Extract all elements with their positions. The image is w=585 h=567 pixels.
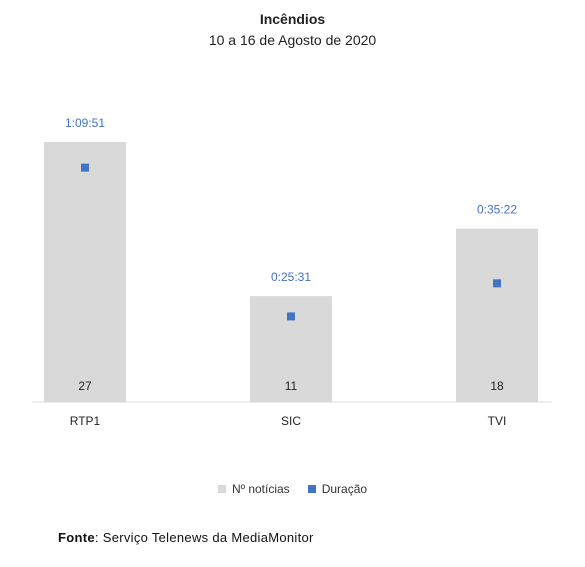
data-label-duracao-tvi: 0:35:22 — [477, 203, 517, 217]
x-tick-label-tvi: TVI — [488, 414, 507, 428]
chart-subtitle: 10 a 16 de Agosto de 2020 — [208, 32, 377, 48]
legend-label-duracao: Duração — [321, 482, 368, 496]
point-duracao-sic — [287, 312, 295, 321]
legend-item-duracao: Duração — [307, 482, 368, 496]
data-label-noticias-rtp1: 27 — [78, 379, 92, 393]
legend-item-noticias: Nº notícias — [217, 482, 290, 496]
chart-title: Incêndios — [259, 11, 326, 27]
x-tick-label-rtp1: RTP1 — [70, 414, 101, 428]
legend-swatch-noticias — [217, 485, 226, 493]
point-duracao-tvi — [493, 279, 501, 288]
data-label-duracao-sic: 0:25:31 — [271, 270, 311, 284]
chart-legend: Nº notícias Duração — [0, 482, 585, 496]
source-note: Fonte: Serviço Telenews da MediaMonitor — [58, 530, 314, 545]
legend-label-noticias: Nº notícias — [231, 482, 290, 496]
legend-swatch-duracao — [307, 485, 316, 493]
x-tick-label-sic: SIC — [281, 414, 301, 428]
data-label-noticias-tvi: 18 — [490, 379, 504, 393]
bar-noticias-rtp1 — [44, 142, 126, 402]
chart-plot: 27 1:09:51 RTP1 11 0:25:31 SIC 18 0:35:22 TVI — [32, 116, 552, 428]
data-label-noticias-sic: 11 — [285, 379, 298, 393]
bar-noticias-tvi — [456, 228, 538, 402]
data-label-duracao-rtp1: 1:09:51 — [65, 116, 105, 130]
source-label: Fonte — [58, 530, 95, 545]
point-duracao-rtp1 — [81, 163, 89, 172]
source-text: Serviço Telenews da MediaMonitor — [102, 530, 314, 545]
